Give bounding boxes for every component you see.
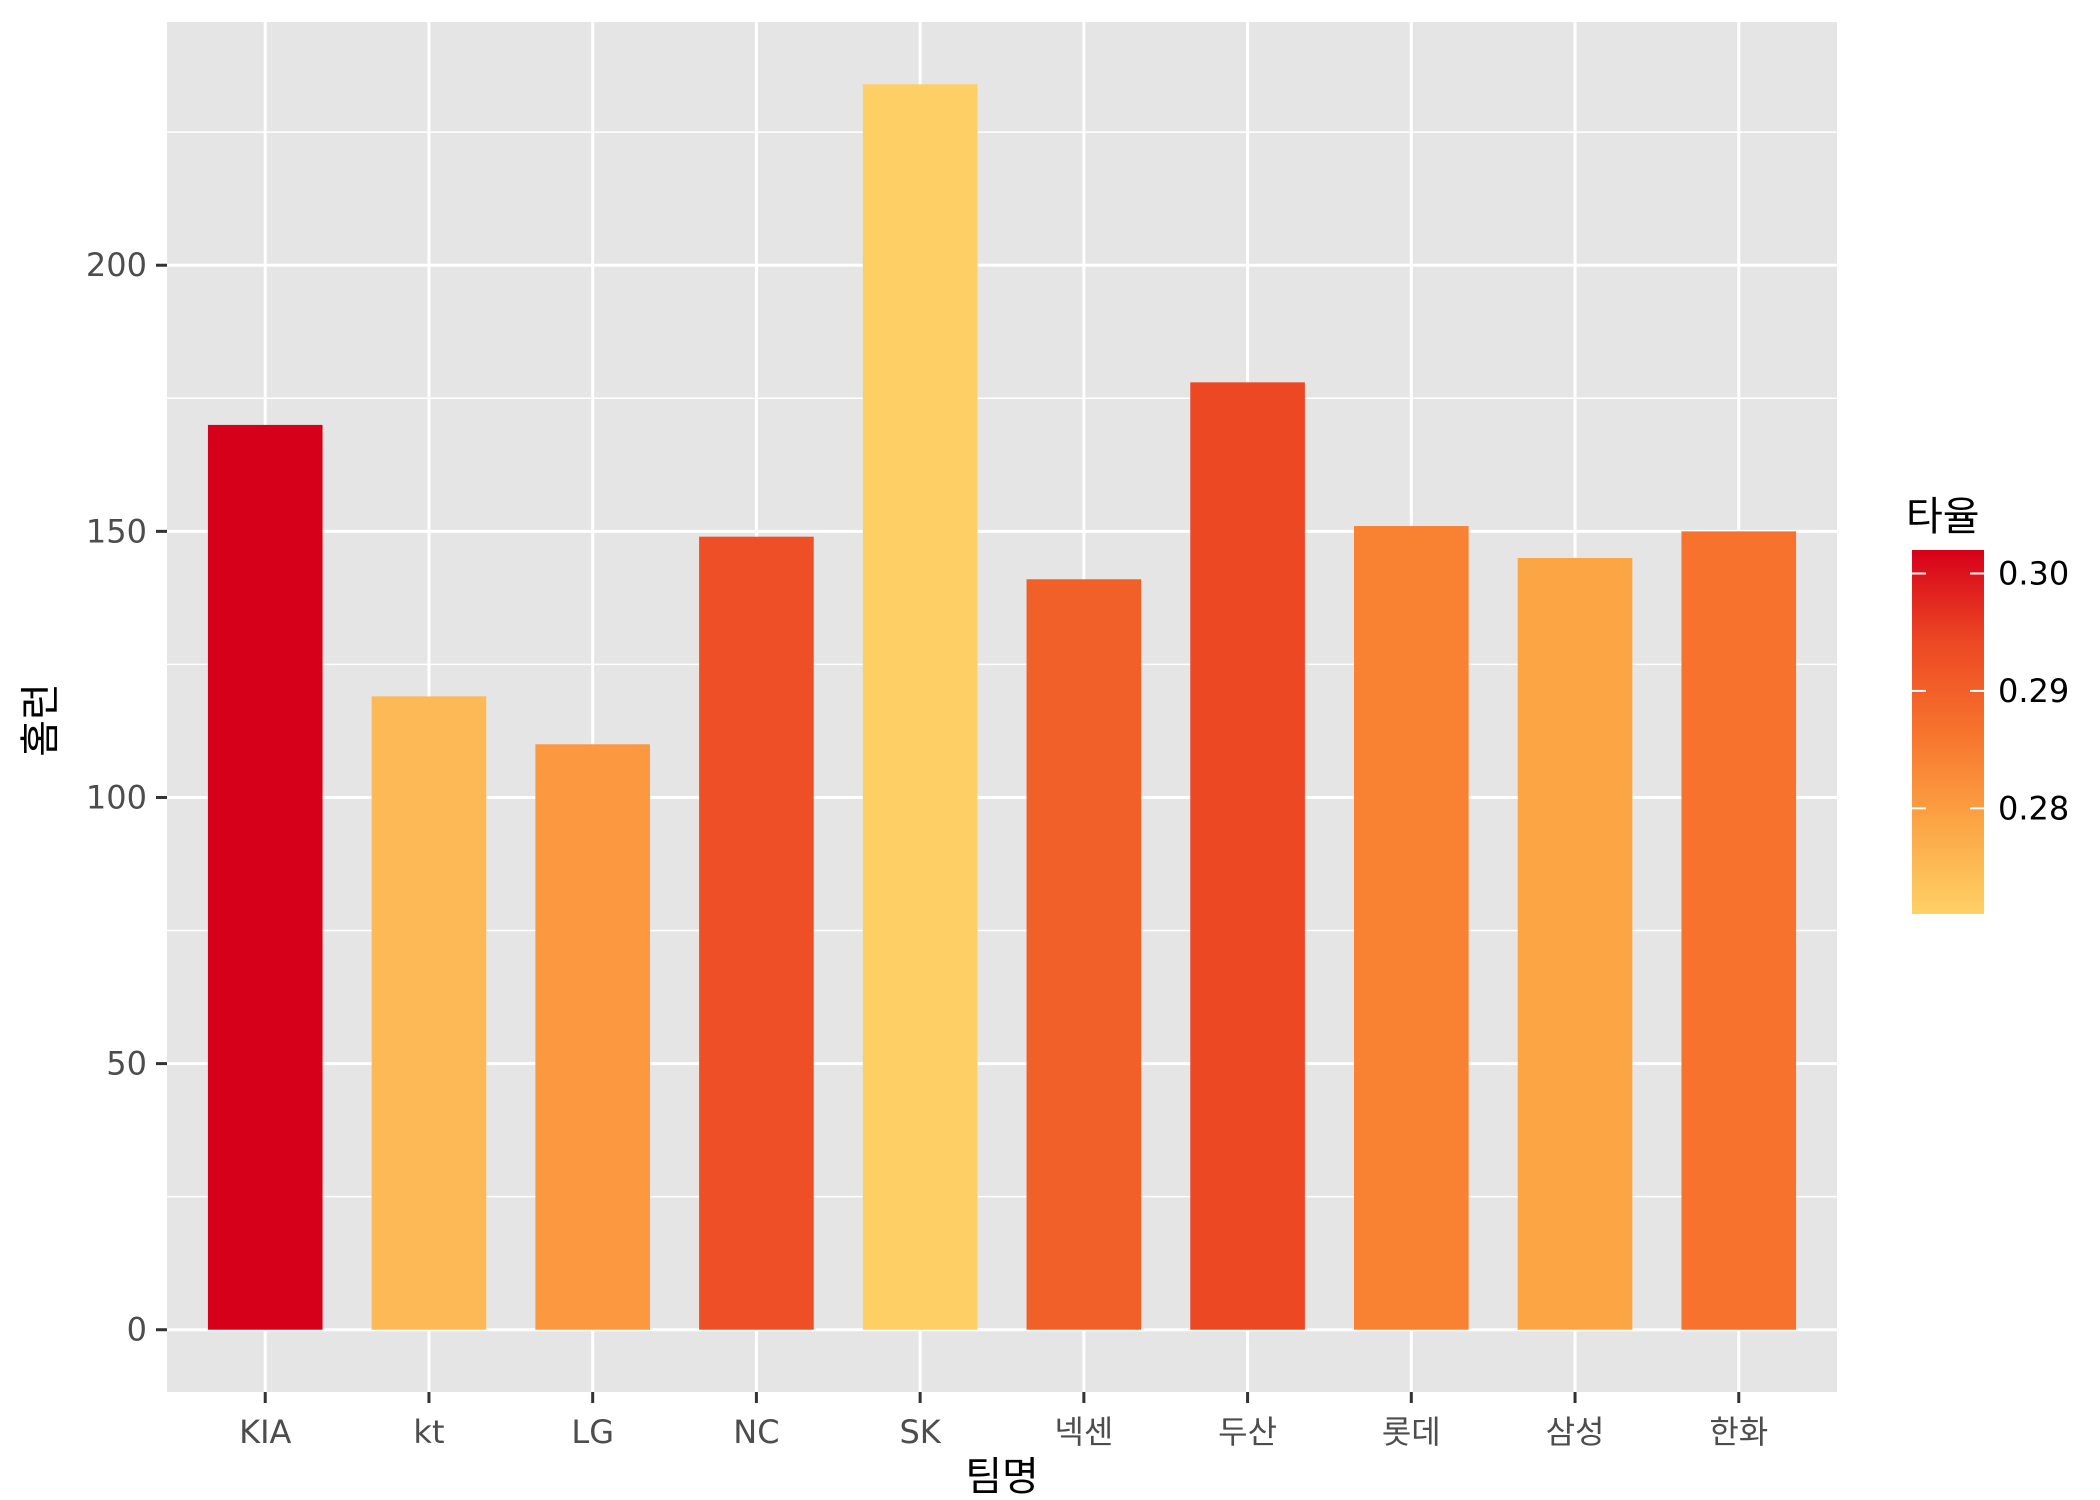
legend-ticks: 0.28 0.29 0.30	[1912, 554, 2069, 827]
y-tick-label: 150	[86, 512, 147, 550]
legend-tick-label: 0.29	[1998, 672, 2069, 710]
bar-LG	[535, 744, 650, 1330]
x-tick-label: 롯데	[1382, 1413, 1441, 1451]
y-tick-label: 100	[86, 778, 147, 816]
bar-롯데	[1354, 526, 1469, 1330]
x-tick-label: 넥센	[1054, 1413, 1113, 1451]
y-tick-label: 0	[127, 1311, 147, 1349]
x-axis: KIA kt LG NC SK 넥센 두산 롯데 삼성 한화	[239, 1392, 1768, 1451]
legend-title: 타율	[1906, 494, 1980, 540]
x-tick-label: LG	[571, 1413, 614, 1451]
x-tick-label: 한화	[1709, 1413, 1768, 1451]
y-tick-label: 200	[86, 246, 147, 284]
y-axis: 0 50 100 150 200	[86, 246, 167, 1349]
legend-tick-label: 0.30	[1998, 554, 2069, 592]
bar-kt	[371, 696, 487, 1330]
bars	[207, 84, 1797, 1330]
y-axis-title: 홈런	[18, 683, 64, 757]
x-tick-label: 삼성	[1546, 1413, 1605, 1451]
bar-넥센	[1026, 579, 1142, 1330]
x-tick-label: kt	[413, 1413, 444, 1451]
legend-colorbar	[1912, 550, 1984, 914]
legend-tick-label: 0.28	[1998, 789, 2069, 827]
x-tick-label: 두산	[1218, 1413, 1277, 1451]
x-tick-label: NC	[733, 1413, 779, 1451]
x-tick-label: KIA	[239, 1413, 291, 1451]
bar-KIA	[207, 424, 323, 1330]
bar-두산	[1190, 382, 1305, 1330]
bar-NC	[699, 536, 814, 1330]
bar-SK	[862, 84, 978, 1330]
y-tick-label: 50	[106, 1045, 147, 1083]
color-legend: 타율 0.28 0.29 0.30	[1906, 494, 2069, 914]
x-tick-label: SK	[899, 1413, 941, 1451]
bar-삼성	[1517, 557, 1633, 1330]
x-axis-title: 팀명	[965, 1454, 1039, 1500]
bar-한화	[1681, 531, 1797, 1330]
